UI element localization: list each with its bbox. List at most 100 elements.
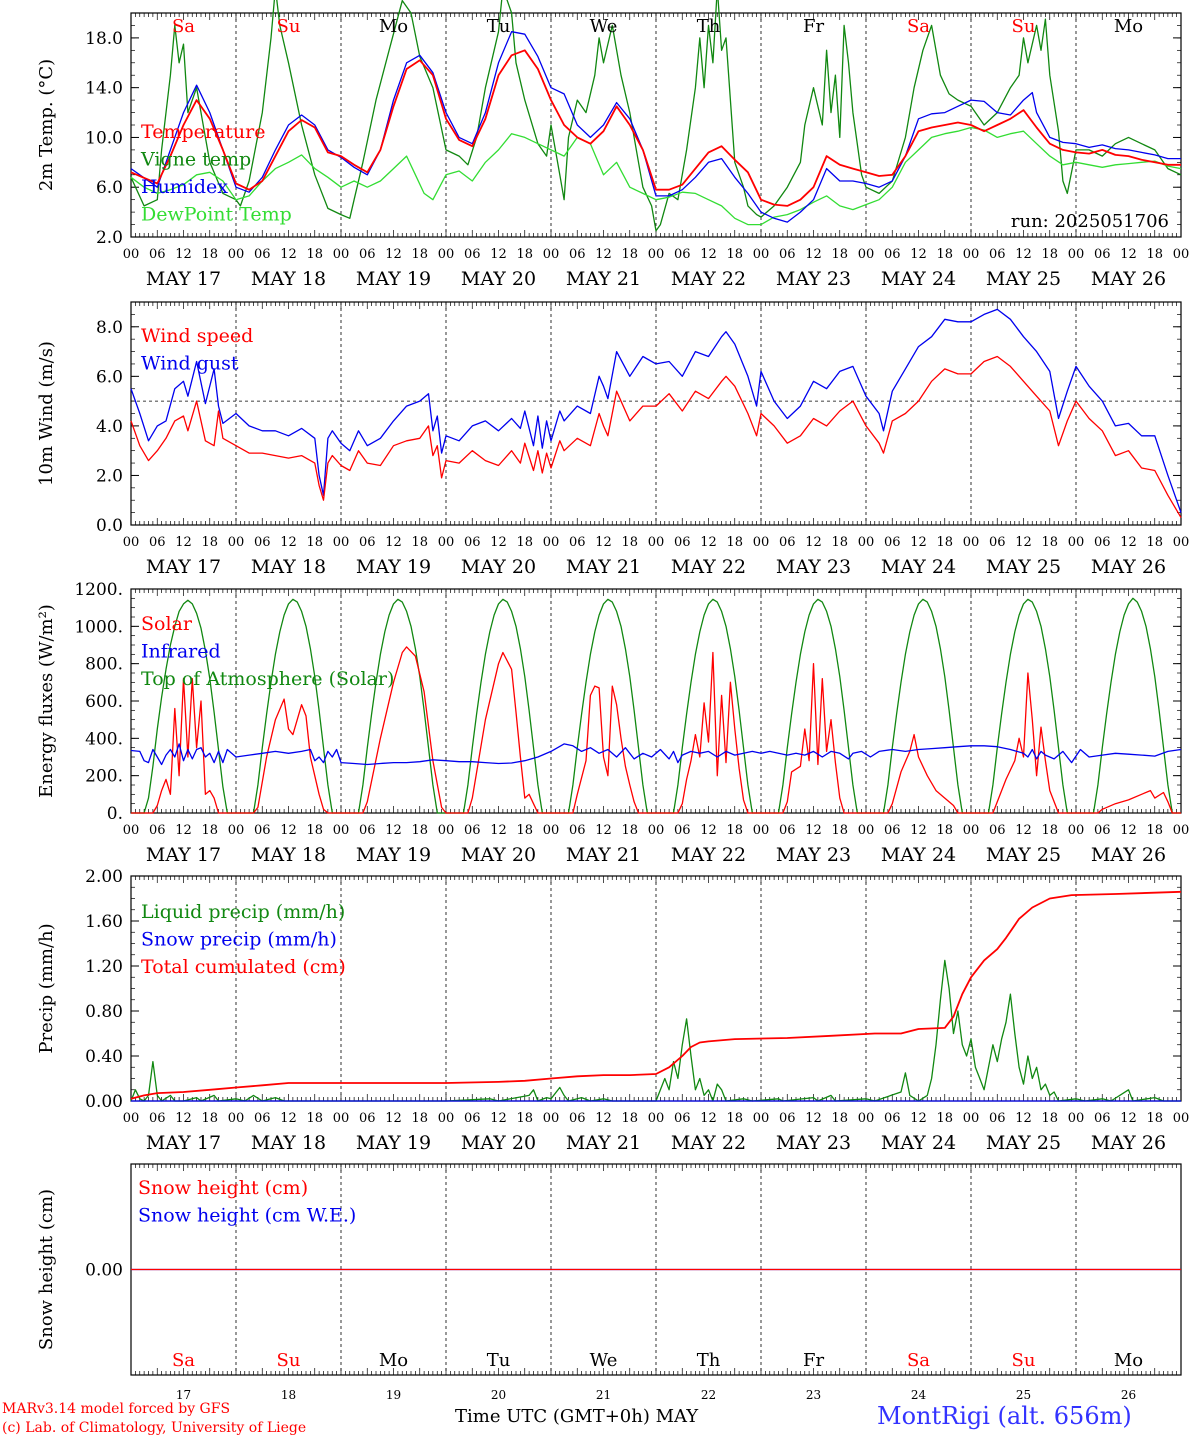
hour-tick-label: 12 bbox=[910, 1111, 927, 1126]
hour-tick-label: 12 bbox=[175, 823, 192, 838]
day-number-label: 19 bbox=[386, 1388, 401, 1402]
hour-tick-label: 00 bbox=[228, 247, 245, 262]
series-line bbox=[130, 355, 1182, 518]
y-axis-label: Snow height (cm) bbox=[36, 1189, 57, 1350]
hour-tick-label: 18 bbox=[726, 823, 743, 838]
legend-entry: Vigne temp bbox=[140, 149, 251, 171]
hour-tick-label: 18 bbox=[726, 247, 743, 262]
hour-tick-label: 18 bbox=[936, 1111, 953, 1126]
hour-tick-label: 12 bbox=[595, 535, 612, 550]
hour-tick-label: 06 bbox=[464, 535, 481, 550]
hour-tick-label: 12 bbox=[1015, 823, 1032, 838]
hour-tick-label: 00 bbox=[858, 823, 875, 838]
hour-tick-label: 12 bbox=[385, 247, 402, 262]
hour-tick-label: 00 bbox=[648, 823, 665, 838]
day-number-label: 22 bbox=[701, 1388, 716, 1402]
hour-tick-label: 18 bbox=[516, 247, 533, 262]
hour-tick-label: 06 bbox=[779, 823, 796, 838]
hour-tick-label: 06 bbox=[569, 247, 586, 262]
hour-tick-label: 12 bbox=[595, 247, 612, 262]
hour-tick-label: 06 bbox=[254, 247, 271, 262]
hour-tick-label: 18 bbox=[936, 247, 953, 262]
hour-tick-label: 00 bbox=[228, 823, 245, 838]
y-tick-label: 0.00 bbox=[85, 1261, 123, 1281]
y-tick-label: 400. bbox=[85, 729, 123, 749]
hour-tick-label: 12 bbox=[490, 1111, 507, 1126]
hour-tick-label: 18 bbox=[621, 823, 638, 838]
day-of-week-label: Sa bbox=[172, 16, 195, 37]
date-label: MAY 26 bbox=[1091, 556, 1166, 578]
hour-tick-label: 12 bbox=[1015, 535, 1032, 550]
legend-entry: Humidex bbox=[141, 176, 228, 198]
y-tick-label: 1200. bbox=[74, 580, 123, 600]
date-label: MAY 17 bbox=[146, 1132, 221, 1154]
hour-tick-label: 12 bbox=[490, 823, 507, 838]
hour-tick-label: 18 bbox=[516, 823, 533, 838]
hour-tick-label: 18 bbox=[516, 1111, 533, 1126]
credit-lab: (c) Lab. of Climatology, University of L… bbox=[2, 1420, 307, 1436]
weekday-label: Mo bbox=[1114, 1350, 1143, 1371]
legend-entry: Snow precip (mm/h) bbox=[141, 929, 337, 951]
hour-tick-label: 00 bbox=[1173, 535, 1190, 550]
hour-tick-label: 12 bbox=[700, 823, 717, 838]
date-label: MAY 24 bbox=[881, 268, 956, 290]
hour-tick-label: 12 bbox=[385, 823, 402, 838]
hour-tick-label: 12 bbox=[1120, 247, 1137, 262]
hour-tick-label: 12 bbox=[805, 247, 822, 262]
date-label: MAY 25 bbox=[986, 844, 1061, 866]
y-tick-label: 800. bbox=[85, 655, 123, 675]
hour-tick-label: 00 bbox=[123, 535, 140, 550]
hour-tick-label: 18 bbox=[411, 823, 428, 838]
hour-tick-label: 12 bbox=[1015, 247, 1032, 262]
hour-tick-label: 00 bbox=[648, 1111, 665, 1126]
date-label: MAY 17 bbox=[146, 844, 221, 866]
y-tick-label: 8.0 bbox=[96, 318, 123, 338]
hour-tick-label: 18 bbox=[1146, 535, 1163, 550]
y-tick-label: 4.0 bbox=[96, 417, 123, 437]
date-label: MAY 19 bbox=[356, 268, 431, 290]
weekday-label: Su bbox=[1012, 1350, 1036, 1371]
y-tick-label: 10.0 bbox=[85, 128, 123, 148]
hour-tick-label: 06 bbox=[779, 1111, 796, 1126]
hour-tick-label: 00 bbox=[858, 535, 875, 550]
hour-tick-label: 06 bbox=[989, 823, 1006, 838]
date-label: MAY 20 bbox=[461, 556, 536, 578]
day-number-label: 20 bbox=[491, 1388, 506, 1402]
hour-tick-label: 12 bbox=[490, 247, 507, 262]
hour-tick-label: 12 bbox=[700, 535, 717, 550]
day-of-week-label: Mo bbox=[379, 16, 408, 37]
day-number-label: 25 bbox=[1016, 1388, 1031, 1402]
hour-tick-label: 06 bbox=[464, 1111, 481, 1126]
day-of-week-label: Su bbox=[1012, 16, 1036, 37]
hour-tick-label: 18 bbox=[726, 1111, 743, 1126]
date-label: MAY 23 bbox=[776, 844, 851, 866]
date-label: MAY 19 bbox=[356, 1132, 431, 1154]
credit-model: MARv3.14 model forced by GFS bbox=[2, 1401, 231, 1417]
hour-tick-label: 06 bbox=[359, 1111, 376, 1126]
hour-tick-label: 00 bbox=[1068, 823, 1085, 838]
hour-tick-label: 06 bbox=[989, 1111, 1006, 1126]
series-line bbox=[131, 646, 1181, 814]
date-label: MAY 17 bbox=[146, 268, 221, 290]
hour-tick-label: 12 bbox=[805, 823, 822, 838]
hour-tick-label: 00 bbox=[333, 823, 350, 838]
date-label: MAY 24 bbox=[881, 844, 956, 866]
hour-tick-label: 18 bbox=[936, 535, 953, 550]
y-tick-label: 200. bbox=[85, 767, 123, 787]
series-line bbox=[130, 31, 1181, 223]
date-label: MAY 21 bbox=[566, 1132, 641, 1154]
day-of-week-label: Mo bbox=[1114, 16, 1143, 37]
hour-tick-label: 18 bbox=[306, 1111, 323, 1126]
hour-tick-label: 18 bbox=[411, 1111, 428, 1126]
hour-tick-label: 12 bbox=[175, 1111, 192, 1126]
hour-tick-label: 12 bbox=[910, 247, 927, 262]
hour-tick-label: 18 bbox=[831, 535, 848, 550]
day-of-week-label: Sa bbox=[907, 16, 930, 37]
weekday-label: Mo bbox=[379, 1350, 408, 1371]
hour-tick-label: 12 bbox=[1015, 1111, 1032, 1126]
hour-tick-label: 00 bbox=[858, 247, 875, 262]
y-axis-label: Energy fluxes (W/m²) bbox=[36, 604, 57, 798]
y-tick-label: 0.80 bbox=[85, 1002, 123, 1022]
hour-tick-label: 06 bbox=[674, 247, 691, 262]
hour-tick-label: 00 bbox=[333, 247, 350, 262]
